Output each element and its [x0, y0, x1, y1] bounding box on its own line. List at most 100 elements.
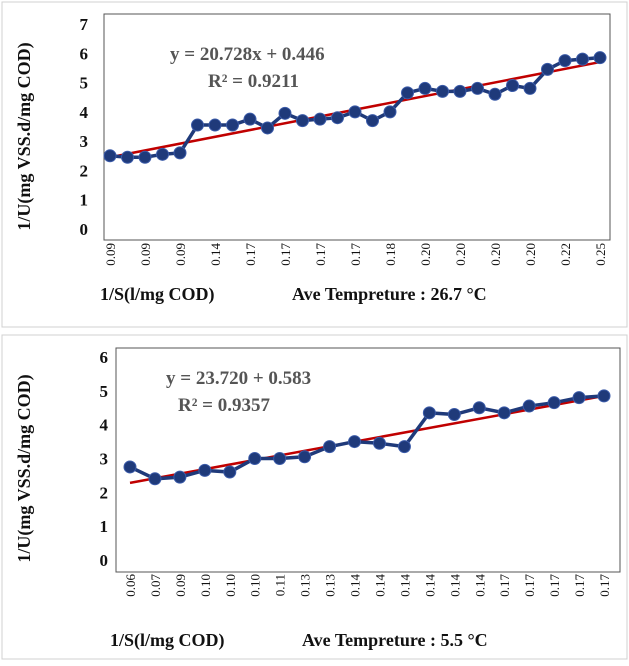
x-tick-label: 0.09 — [138, 243, 153, 266]
x-tick-label: 0.20 — [453, 243, 468, 266]
data-point — [296, 114, 309, 128]
y-tick-label: 5 — [80, 74, 89, 93]
y-axis-title: 1/U(mg VSS.d/mg COD) — [14, 42, 35, 230]
data-point — [397, 440, 411, 454]
annotation: Ave Tempreture : 26.7 °C — [292, 284, 487, 304]
data-point — [523, 81, 537, 95]
data-point — [541, 62, 554, 76]
x-tick-label: 0.14 — [472, 574, 487, 597]
data-point — [243, 112, 257, 126]
data-point — [447, 408, 461, 422]
data-point — [558, 54, 572, 68]
data-point — [273, 452, 287, 465]
data-point — [123, 460, 137, 474]
data-point — [576, 52, 589, 66]
data-point — [156, 147, 169, 161]
annotation: Ave Tempreture : 5.5 °C — [302, 630, 488, 650]
y-tick-label: 3 — [100, 450, 109, 469]
equation: y = 20.728x + 0.446 — [170, 44, 325, 65]
data-point — [488, 87, 502, 101]
x-tick-label: 0.20 — [488, 243, 503, 266]
x-tick-label: 0.13 — [298, 574, 313, 597]
data-point — [226, 118, 239, 132]
y-tick-label: 6 — [100, 348, 109, 367]
x-axis-title: 1/S(l/mg COD) — [100, 284, 215, 305]
data-point — [472, 401, 486, 415]
x-tick-label: 0.09 — [173, 243, 188, 266]
data-point — [138, 150, 152, 164]
data-point — [497, 406, 511, 420]
data-point — [198, 463, 212, 477]
x-tick-label: 0.14 — [208, 243, 223, 266]
data-point — [401, 86, 414, 100]
data-point — [547, 396, 561, 410]
x-tick-label: 0.17 — [497, 574, 512, 597]
data-point — [348, 435, 362, 449]
x-tick-label: 0.06 — [123, 574, 138, 597]
y-tick-label: 0 — [80, 220, 89, 239]
data-point — [278, 106, 292, 120]
y-tick-label: 4 — [100, 416, 109, 435]
data-point — [248, 452, 262, 465]
panel-frame — [1, 334, 628, 660]
panel-frame — [1, 1, 628, 328]
plot-frame — [115, 347, 621, 573]
data-point — [148, 472, 162, 486]
x-tick-label: 0.18 — [383, 243, 398, 266]
x-tick-label: 0.20 — [523, 243, 538, 266]
data-point — [103, 149, 117, 163]
x-tick-label: 0.14 — [447, 574, 462, 597]
data-point — [323, 440, 337, 454]
y-tick-label: 6 — [80, 44, 89, 63]
data-point — [313, 112, 327, 126]
y-tick-label: 5 — [100, 382, 109, 401]
x-tick-label: 0.14 — [348, 574, 363, 597]
data-point — [418, 81, 432, 95]
data-point — [223, 465, 237, 479]
x-tick-label: 0.10 — [248, 574, 263, 597]
data-point — [173, 146, 187, 160]
x-tick-label: 0.07 — [148, 574, 163, 597]
data-point — [261, 121, 274, 135]
data-point — [348, 105, 362, 119]
x-tick-label: 0.11 — [273, 574, 288, 596]
r-squared: R² = 0.9357 — [178, 395, 270, 416]
data-point — [173, 470, 187, 484]
data-point — [436, 84, 449, 98]
data-point — [298, 450, 312, 464]
equation: y = 23.720 + 0.583 — [166, 368, 311, 389]
x-tick-label: 0.14 — [397, 574, 412, 597]
y-tick-label: 4 — [80, 103, 89, 122]
x-tick-label: 0.09 — [103, 243, 118, 266]
data-point — [471, 81, 484, 95]
data-point — [208, 118, 222, 132]
x-tick-label: 0.13 — [323, 574, 338, 597]
x-tick-label: 0.22 — [558, 243, 573, 266]
data-point — [366, 114, 379, 128]
data-point — [372, 436, 386, 450]
y-tick-label: 7 — [80, 15, 89, 34]
x-tick-label: 0.14 — [422, 574, 437, 597]
x-tick-label: 0.10 — [223, 574, 238, 597]
data-point — [572, 391, 586, 405]
x-tick-label: 0.25 — [593, 243, 608, 266]
data-point — [422, 406, 436, 420]
x-tick-label: 0.09 — [173, 574, 188, 597]
x-tick-label: 0.17 — [572, 574, 587, 597]
y-tick-label: 1 — [80, 191, 89, 210]
y-tick-label: 2 — [80, 161, 89, 180]
plot-frame — [103, 13, 611, 241]
data-point — [593, 51, 607, 65]
y-tick-label: 1 — [100, 517, 109, 536]
y-tick-label: 0 — [100, 551, 109, 570]
r-squared: R² = 0.9211 — [208, 71, 299, 92]
x-tick-label: 0.10 — [198, 574, 213, 597]
data-point — [453, 84, 467, 98]
x-axis-title: 1/S(l/mg COD) — [110, 630, 225, 651]
y-tick-label: 2 — [100, 483, 109, 502]
y-axis-title: 1/U(mg VSS.d/mg COD) — [14, 374, 35, 562]
x-tick-label: 0.17 — [597, 574, 612, 597]
y-tick-label: 3 — [80, 132, 89, 151]
data-point — [121, 150, 134, 164]
